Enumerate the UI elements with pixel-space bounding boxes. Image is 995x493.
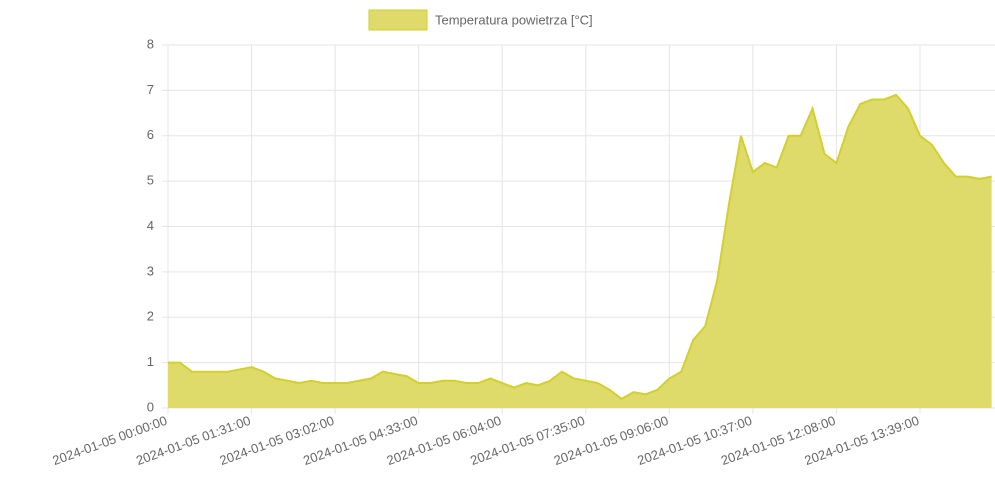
y-tick-label: 0 [147,399,154,414]
line [168,93,992,401]
legend-swatch [368,9,428,31]
legend[interactable]: Temperatura powietrza [°C] [368,9,593,31]
y-tick-label: 8 [147,36,154,51]
y-tick-label: 6 [147,127,154,142]
y-tick-label: 4 [147,218,154,233]
area [168,94,992,408]
y-tick-label: 2 [147,309,154,324]
y-tick-label: 7 [147,82,154,97]
legend-label: Temperatura powietrza [°C] [435,12,593,27]
y-tick-label: 1 [147,354,154,369]
y-tick-label: 3 [147,263,154,278]
y-tick-label: 5 [147,173,154,188]
